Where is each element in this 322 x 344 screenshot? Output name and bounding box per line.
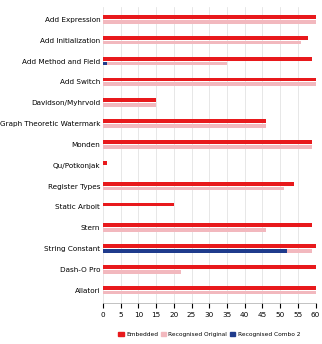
Bar [103,286,316,290]
Bar [103,83,316,86]
Legend: Embedded, Recognised Original, Recognised Combo 2: Embedded, Recognised Original, Recognise… [116,329,303,339]
Bar [103,62,227,65]
Bar [103,119,266,123]
Bar [103,41,301,44]
Bar [103,15,316,19]
Bar [103,78,316,82]
Bar [103,249,312,253]
Bar [103,161,107,165]
Bar [103,186,284,190]
Bar [103,57,312,61]
Bar [103,98,156,102]
Bar [103,145,312,149]
Bar [103,228,266,232]
Bar [103,124,266,128]
Bar [103,249,287,253]
Bar [103,103,156,107]
Bar [103,20,316,24]
Bar [103,36,308,40]
Bar [103,203,174,206]
Bar [103,224,312,227]
Bar [103,140,312,144]
Bar [103,62,107,65]
Bar [103,182,294,185]
Bar [103,265,316,269]
Bar [103,244,316,248]
Bar [103,270,181,274]
Bar [103,291,316,294]
